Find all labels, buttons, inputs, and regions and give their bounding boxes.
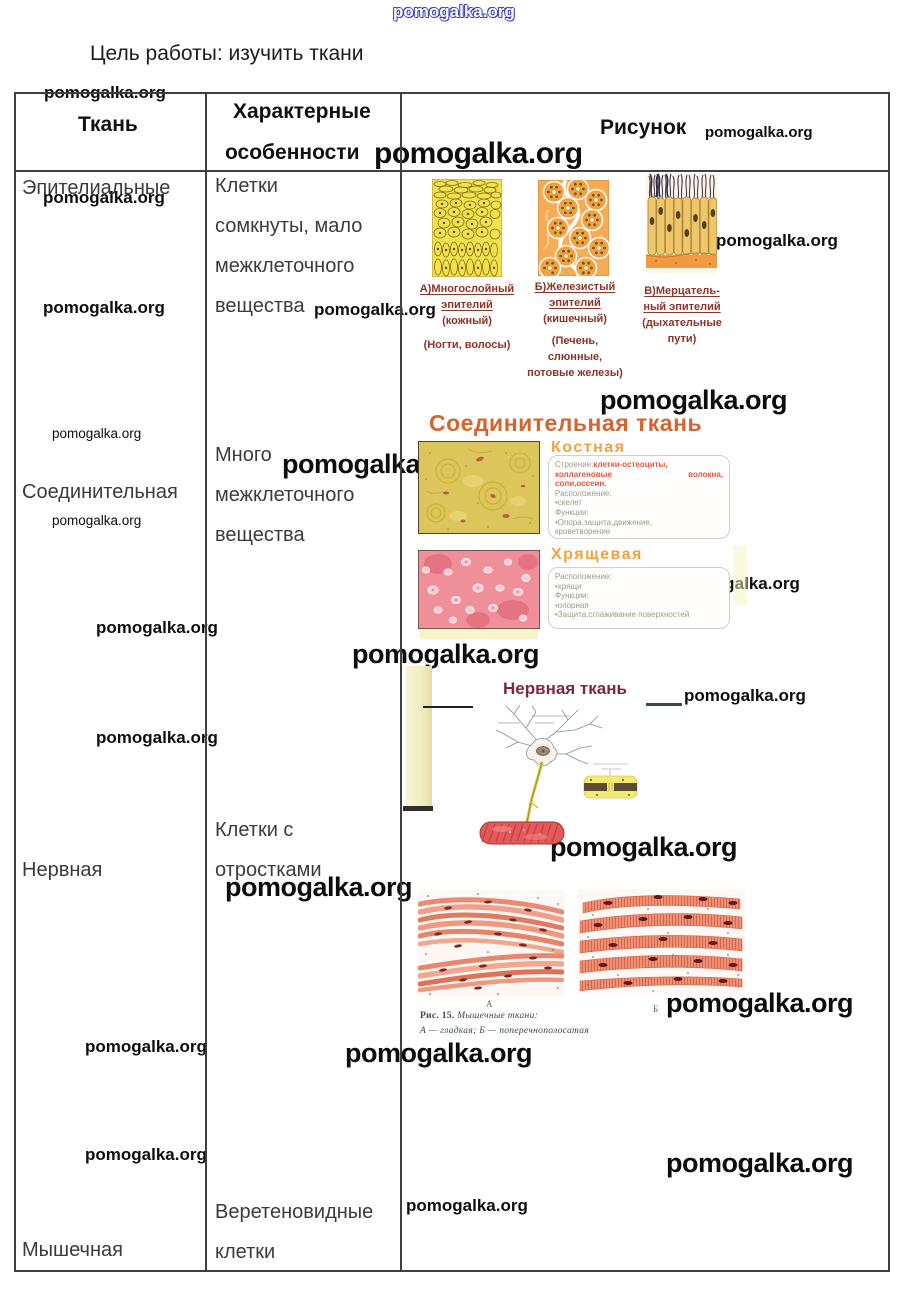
slide-background-accent bbox=[733, 545, 747, 605]
neuron-image bbox=[479, 704, 603, 845]
smooth-muscle-image bbox=[418, 890, 564, 996]
watermark: pomogalka.org bbox=[705, 124, 813, 141]
stratified-epithelium-image bbox=[432, 179, 502, 277]
bone-heading: Костная bbox=[551, 439, 626, 456]
watermark: pomogalka.org bbox=[52, 513, 142, 528]
underline-mark bbox=[646, 703, 682, 706]
watermark: pomogalka.org bbox=[96, 618, 218, 637]
watermark: pomogalka.org bbox=[600, 385, 788, 415]
cartilage-tissue-image bbox=[418, 550, 540, 629]
caption-glandular-epithelium: Б)Железистый эпителий (кишечный) (Печень… bbox=[527, 281, 623, 379]
watermark: pomogalka.org bbox=[43, 298, 165, 317]
watermark: pomogalka.org bbox=[666, 1148, 854, 1178]
watermark: pomogalka.org bbox=[684, 686, 806, 705]
nervous-slide-title: Нервная ткань bbox=[503, 679, 627, 698]
muscle-label-a: А bbox=[486, 999, 493, 1009]
cartilage-info-box: Расположение: •хрящи Функции: •опорная •… bbox=[548, 567, 730, 629]
caption-stratified-epithelium: А)Многослойный эпителий (кожный) (Ногти,… bbox=[419, 283, 515, 351]
header-tissue: Ткань bbox=[78, 113, 138, 136]
watermark: pomogalka.org bbox=[393, 2, 515, 21]
muscle-figure-caption: Рис. 15. Мышечные ткани: bbox=[420, 1011, 539, 1021]
features-connective: Много межклеточного вещества bbox=[215, 444, 355, 546]
header-divider bbox=[14, 170, 890, 172]
features-nervous: Клетки с отростками bbox=[215, 819, 322, 881]
tissue-muscle: Мышечная bbox=[22, 1239, 123, 1261]
watermark: pomogalka.org bbox=[96, 728, 218, 747]
header-figure: Рисунок bbox=[600, 116, 687, 139]
caption-ciliated-epithelium: В)Мерцатель- ный эпителий (дыхательные п… bbox=[642, 285, 722, 345]
watermark: pomogalka.org bbox=[352, 639, 540, 669]
features-muscle: Веретеновидные клетки bbox=[215, 1201, 374, 1263]
watermark: pomogalka.org bbox=[550, 832, 738, 862]
slide-edge-mark bbox=[403, 806, 433, 811]
ciliated-epithelium-image bbox=[646, 173, 717, 273]
connective-slide-title: Соединительная ткань bbox=[429, 410, 703, 436]
tissue-connective: Соединительная bbox=[22, 481, 178, 503]
watermark: pomogalka.org bbox=[314, 300, 436, 319]
watermark: pomogalka.org bbox=[225, 872, 413, 902]
watermark: pomogalka.org bbox=[666, 988, 854, 1018]
tissue-nervous: Нервная bbox=[22, 859, 103, 881]
muscle-label-b: Б bbox=[653, 1004, 659, 1014]
table-border bbox=[14, 92, 890, 1272]
header-features-line2: особенности bbox=[225, 141, 360, 164]
bone-info-box: Строение:клетки-остеоциты, коллагеновые в… bbox=[548, 455, 730, 539]
cartilage-heading: Хрящевая bbox=[551, 546, 643, 563]
tissue-epithelial: Эпителиальные bbox=[22, 177, 171, 199]
watermark: pomogalka.org bbox=[716, 231, 838, 250]
nerve-fiber-image bbox=[583, 763, 638, 799]
slide-background-accent bbox=[420, 630, 538, 639]
muscle-figure-caption-line2: А — гладкая; Б — поперечнополосатая bbox=[420, 1026, 590, 1036]
watermark: pomogalka.org bbox=[406, 1196, 528, 1215]
underline-mark bbox=[423, 706, 473, 708]
watermark: pomogalka.org bbox=[345, 1038, 533, 1068]
slide-edge-strip bbox=[406, 666, 432, 808]
column-divider bbox=[400, 92, 402, 1272]
header-features-line1: Характерные bbox=[233, 100, 371, 123]
watermark: pomogalka.org bbox=[43, 188, 165, 207]
glandular-epithelium-image bbox=[538, 180, 609, 276]
striated-muscle-image bbox=[578, 889, 745, 993]
page-title: Цель работы: изучить ткани bbox=[90, 42, 364, 65]
features-epithelial: Клетки сомкнуты, мало межклеточного веще… bbox=[215, 175, 363, 317]
watermark: pomogalka.org bbox=[85, 1145, 207, 1164]
watermark: pomogalka.org bbox=[52, 426, 142, 441]
column-divider bbox=[205, 92, 207, 1272]
watermark: pomogalka.org bbox=[374, 137, 583, 170]
watermark: pomogalka.org bbox=[85, 1037, 207, 1056]
bone-tissue-image bbox=[418, 441, 540, 534]
